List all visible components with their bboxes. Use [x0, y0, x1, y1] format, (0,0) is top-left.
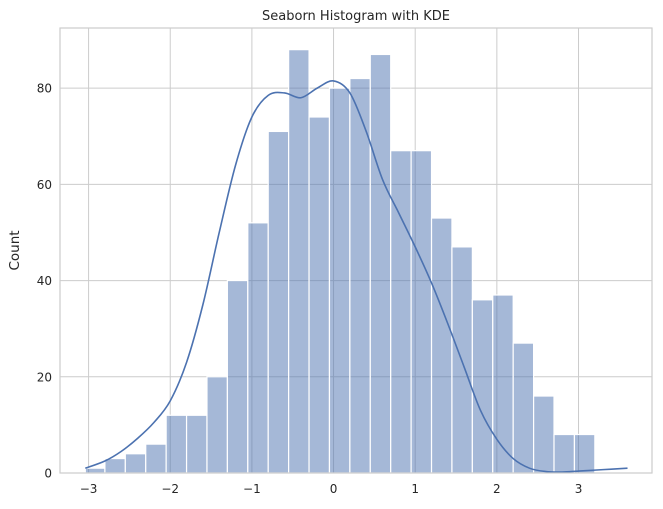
histogram-bars: [84, 49, 596, 474]
histogram-bar: [492, 294, 514, 474]
histogram-bar: [512, 342, 535, 474]
kde-curve: [85, 80, 628, 473]
histogram-bar: [328, 87, 351, 474]
histogram-bar: [145, 443, 167, 474]
y-axis-label: Count: [7, 230, 23, 270]
histogram-bar: [573, 433, 596, 474]
y-tick-label: 80: [37, 82, 52, 96]
histogram-bar: [267, 130, 290, 474]
y-tick-label: 40: [37, 274, 52, 288]
histogram-bar: [471, 299, 494, 474]
histogram-bar: [532, 395, 555, 474]
y-tick-label: 60: [37, 178, 52, 192]
histogram-bar: [206, 376, 228, 474]
chart-title: Seaborn Histogram with KDE: [262, 9, 450, 24]
x-tick-label: 3: [575, 482, 583, 496]
x-tick-label: −3: [80, 482, 98, 496]
histogram-bar: [390, 150, 412, 474]
histogram-bar: [247, 222, 269, 474]
y-tick-label: 20: [37, 370, 52, 384]
axes-frame: [59, 27, 653, 474]
histogram-bar: [553, 433, 576, 474]
histogram-bar: [165, 414, 188, 474]
histogram-bar: [349, 77, 371, 474]
x-tick-labels: −3 −2 −1 0 1 2 3: [80, 482, 583, 496]
histogram-bar: [84, 467, 106, 474]
y-tick-label: 0: [44, 467, 52, 481]
histogram-bar: [104, 457, 126, 474]
histogram-bar: [369, 53, 392, 474]
y-tick-labels: 0 20 40 60 80: [37, 82, 52, 481]
histogram-bar: [226, 279, 249, 474]
x-tick-label: −1: [243, 482, 261, 496]
histogram-bar: [410, 150, 433, 474]
x-tick-label: −2: [161, 482, 179, 496]
histogram-bar: [430, 217, 453, 474]
x-tick-label: 0: [330, 482, 338, 496]
histogram-bar: [124, 453, 147, 474]
x-tick-label: 2: [493, 482, 501, 496]
histogram-bar: [288, 49, 310, 474]
histogram-bar: [185, 414, 208, 474]
x-tick-label: 1: [411, 482, 419, 496]
histogram-bar: [308, 116, 331, 474]
